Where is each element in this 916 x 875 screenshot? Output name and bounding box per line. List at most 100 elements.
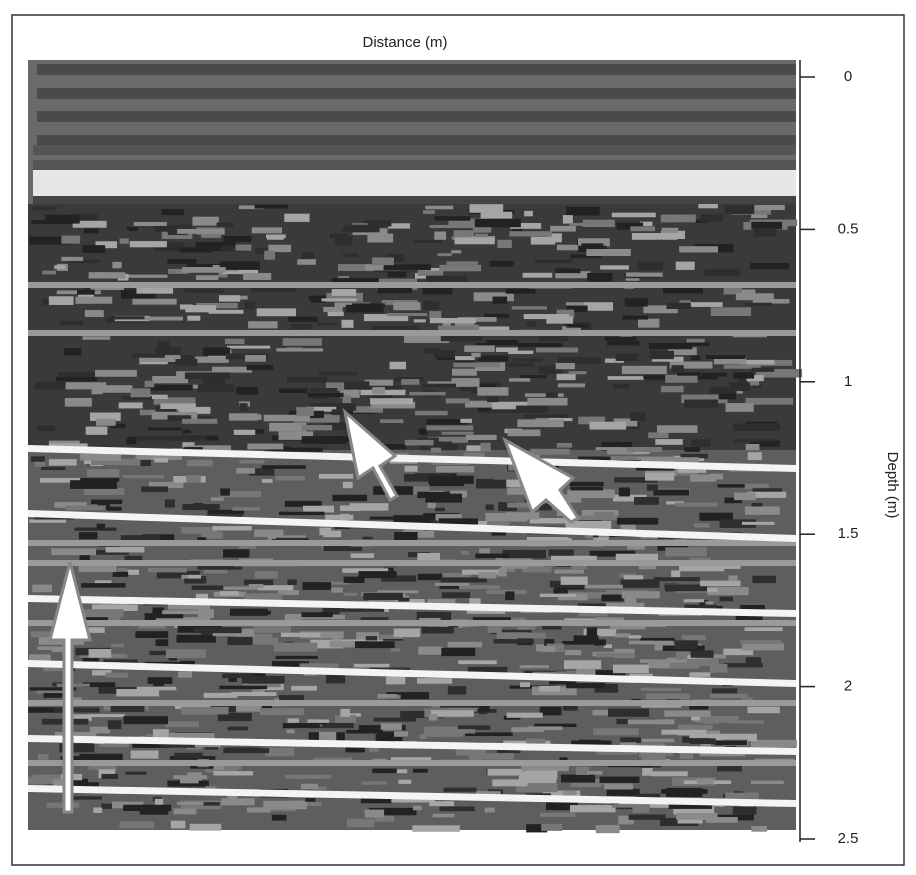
- texture: [256, 308, 297, 317]
- texture: [393, 302, 421, 311]
- texture: [132, 298, 177, 305]
- texture: [630, 226, 656, 232]
- texture: [557, 357, 600, 363]
- texture: [241, 676, 285, 684]
- texture: [455, 320, 475, 326]
- texture: [271, 661, 309, 667]
- texture: [455, 356, 475, 361]
- texture: [639, 751, 663, 757]
- texture: [251, 285, 297, 293]
- texture: [620, 521, 636, 531]
- texture: [180, 776, 199, 784]
- texture: [233, 429, 256, 435]
- texture: [393, 515, 430, 524]
- texture: [506, 712, 543, 718]
- texture: [704, 268, 741, 277]
- texture: [479, 548, 490, 554]
- texture: [309, 388, 338, 392]
- texture: [130, 750, 159, 759]
- texture: [181, 527, 218, 534]
- texture: [595, 652, 636, 658]
- texture: [412, 805, 422, 811]
- texture: [442, 321, 451, 327]
- texture: [723, 364, 761, 369]
- texture: [77, 609, 124, 618]
- texture: [168, 656, 177, 661]
- texture: [472, 224, 492, 233]
- band: [28, 540, 796, 546]
- texture: [495, 347, 518, 353]
- texture: [307, 719, 330, 723]
- texture: [80, 477, 120, 482]
- texture: [43, 693, 67, 698]
- reflector: [28, 445, 796, 472]
- texture: [370, 398, 414, 405]
- texture: [122, 475, 164, 479]
- texture: [483, 521, 511, 526]
- texture: [675, 261, 695, 270]
- texture: [189, 823, 222, 831]
- texture: [556, 373, 576, 381]
- texture: [300, 783, 318, 790]
- texture: [540, 812, 576, 817]
- texture: [85, 426, 108, 435]
- texture: [519, 375, 547, 379]
- texture: [709, 387, 737, 394]
- texture: [365, 636, 378, 641]
- texture: [709, 663, 728, 673]
- texture: [751, 221, 783, 230]
- texture: [106, 468, 120, 478]
- texture: [161, 209, 185, 216]
- texture: [668, 801, 712, 809]
- texture: [86, 615, 118, 625]
- texture: [742, 643, 784, 651]
- texture: [375, 733, 403, 742]
- texture: [232, 704, 262, 712]
- reflector: [28, 785, 796, 807]
- texture: [330, 408, 375, 414]
- texture: [235, 414, 262, 420]
- texture: [531, 450, 557, 455]
- texture: [628, 635, 642, 639]
- texture: [184, 372, 230, 379]
- texture: [222, 673, 262, 679]
- texture: [412, 768, 428, 773]
- texture: [301, 425, 333, 431]
- arrow: [48, 561, 92, 814]
- texture: [560, 576, 588, 585]
- texture: [710, 693, 748, 699]
- texture: [60, 756, 94, 762]
- texture: [30, 456, 45, 462]
- texture: [728, 575, 738, 582]
- texture: [130, 436, 173, 441]
- texture: [753, 228, 777, 237]
- texture: [477, 407, 490, 412]
- band: [28, 760, 796, 766]
- texture: [745, 443, 760, 451]
- texture: [686, 338, 705, 344]
- texture: [182, 442, 195, 448]
- texture: [620, 579, 660, 588]
- texture: [476, 479, 510, 489]
- texture: [309, 722, 354, 729]
- texture: [738, 289, 756, 296]
- texture: [220, 591, 239, 596]
- texture: [34, 460, 46, 467]
- texture: [36, 425, 56, 431]
- texture: [732, 423, 781, 431]
- texture: [563, 660, 602, 669]
- texture: [235, 244, 252, 251]
- texture: [280, 632, 321, 637]
- texture: [581, 243, 604, 248]
- texture: [182, 429, 192, 434]
- texture: [154, 798, 164, 806]
- texture: [28, 707, 66, 713]
- texture: [738, 376, 748, 384]
- texture: [751, 502, 763, 509]
- texture: [427, 501, 436, 509]
- texture: [417, 270, 444, 276]
- texture: [665, 584, 707, 592]
- texture: [413, 486, 430, 495]
- texture: [615, 633, 631, 638]
- texture: [144, 613, 184, 622]
